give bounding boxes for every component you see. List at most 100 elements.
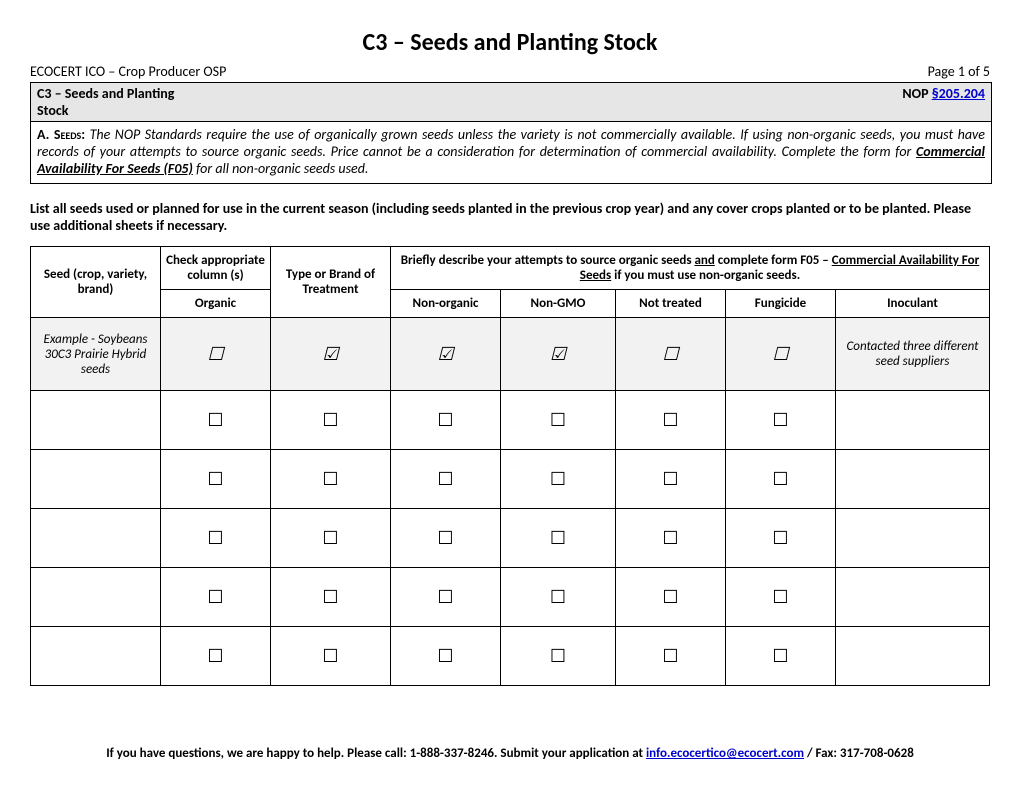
cb-cell: ☐ [161, 568, 271, 627]
cb-cell: ☐ [726, 509, 836, 568]
checkbox-icon[interactable]: ☐ [207, 646, 223, 666]
cb-cell: ☐ [271, 568, 391, 627]
cb-cell: ☐ [726, 627, 836, 686]
producer-label: ECOCERT ICO – Crop Producer OSP [30, 63, 226, 80]
seed-cell [31, 627, 161, 686]
cb-cell: ☐ [616, 391, 726, 450]
footer-email-link[interactable]: info.ecocertico@ecocert.com [646, 746, 804, 761]
sub-nottreated: Not treated [616, 290, 726, 318]
checkbox-icon[interactable]: ☐ [437, 528, 453, 548]
checkbox-icon[interactable]: ☐ [662, 587, 678, 607]
ex-cb-2: ☑ [391, 318, 501, 391]
checkbox-icon[interactable]: ☐ [550, 587, 566, 607]
cb-cell: ☐ [391, 450, 501, 509]
footer: If you have questions, we are happy to h… [30, 746, 990, 761]
desc-cell [836, 627, 990, 686]
seed-table: Seed (crop, variety, brand)Check appropr… [30, 246, 990, 686]
checkbox-icon: ☑ [322, 344, 338, 364]
checkbox-icon[interactable]: ☐ [207, 410, 223, 430]
sub-organic: Organic [161, 290, 271, 318]
ex-cb-1: ☑ [271, 318, 391, 391]
section-lead: A. Seeds: [37, 126, 85, 143]
sub-fungicide: Fungicide [726, 290, 836, 318]
table-body: Example - Soybeans 30C3 Prairie Hybrid s… [31, 318, 990, 686]
seed-cell [31, 450, 161, 509]
checkbox-icon[interactable]: ☐ [772, 646, 788, 666]
table-row: ☐ ☐ ☐ ☐ ☐ ☐ [31, 450, 990, 509]
sub-nonorganic: Non-organic [391, 290, 501, 318]
checkbox-icon[interactable]: ☐ [772, 587, 788, 607]
info-box-header: C3 – Seeds and Planting Stock NOP §205.2… [31, 83, 991, 122]
cb-cell: ☐ [391, 391, 501, 450]
cb-cell: ☐ [501, 627, 616, 686]
checkbox-icon[interactable]: ☐ [662, 528, 678, 548]
sub-inoculant: Inoculant [836, 290, 990, 318]
nop-ref: NOP §205.204 [902, 85, 985, 119]
example-seed: Example - Soybeans 30C3 Prairie Hybrid s… [31, 318, 161, 391]
checkbox-icon[interactable]: ☐ [772, 528, 788, 548]
cb-cell: ☐ [501, 450, 616, 509]
checkbox-icon[interactable]: ☐ [662, 646, 678, 666]
checkbox-icon[interactable]: ☐ [662, 410, 678, 430]
page: C3 – Seeds and Planting Stock ECOCERT IC… [0, 0, 1020, 781]
checkbox-icon: ☐ [662, 344, 678, 364]
cb-cell: ☐ [391, 509, 501, 568]
cb-cell: ☐ [501, 568, 616, 627]
checkbox-icon[interactable]: ☐ [772, 469, 788, 489]
checkbox-icon[interactable]: ☐ [322, 587, 338, 607]
checkbox-icon[interactable]: ☐ [207, 528, 223, 548]
col-describe: Briefly describe your attempts to source… [391, 247, 990, 290]
table-row: ☐ ☐ ☐ ☐ ☐ ☐ [31, 568, 990, 627]
checkbox-icon[interactable]: ☐ [437, 469, 453, 489]
checkbox-icon[interactable]: ☐ [550, 469, 566, 489]
table-head: Seed (crop, variety, brand)Check appropr… [31, 247, 990, 318]
cb-cell: ☐ [616, 627, 726, 686]
checkbox-icon[interactable]: ☐ [322, 469, 338, 489]
cb-cell: ☐ [616, 450, 726, 509]
cb-cell: ☐ [271, 450, 391, 509]
cb-cell: ☐ [726, 568, 836, 627]
nop-link[interactable]: §205.204 [932, 85, 985, 102]
desc-cell [836, 509, 990, 568]
seed-cell [31, 568, 161, 627]
checkbox-icon: ☐ [207, 344, 223, 364]
cb-cell: ☐ [271, 627, 391, 686]
col-check: Check appropriate column (s) [161, 247, 271, 290]
checkbox-icon[interactable]: ☐ [207, 469, 223, 489]
section-code: C3 – Seeds and Planting Stock [37, 85, 177, 119]
footer-t1: If you have questions, we are happy to h… [106, 746, 646, 761]
example-desc: Contacted three different seed suppliers [836, 318, 990, 391]
info-box: C3 – Seeds and Planting Stock NOP §205.2… [30, 82, 992, 184]
cb-cell: ☐ [161, 450, 271, 509]
checkbox-icon[interactable]: ☐ [207, 587, 223, 607]
col-treatment: Type or Brand of Treatment [271, 247, 391, 318]
checkbox-icon[interactable]: ☐ [550, 528, 566, 548]
checkbox-icon[interactable]: ☐ [772, 410, 788, 430]
checkbox-icon[interactable]: ☐ [662, 469, 678, 489]
checkbox-icon: ☑ [437, 344, 453, 364]
checkbox-icon[interactable]: ☐ [550, 410, 566, 430]
checkbox-icon: ☐ [772, 344, 788, 364]
checkbox-icon[interactable]: ☐ [550, 646, 566, 666]
checkbox-icon[interactable]: ☐ [437, 410, 453, 430]
checkbox-icon[interactable]: ☐ [322, 646, 338, 666]
checkbox-icon[interactable]: ☐ [437, 587, 453, 607]
cb-cell: ☐ [271, 509, 391, 568]
col-seed: Seed (crop, variety, brand) [31, 247, 161, 318]
checkbox-icon: ☑ [550, 344, 566, 364]
sub-nongmo: Non-GMO [501, 290, 616, 318]
checkbox-icon[interactable]: ☐ [437, 646, 453, 666]
checkbox-icon[interactable]: ☐ [322, 410, 338, 430]
example-row: Example - Soybeans 30C3 Prairie Hybrid s… [31, 318, 990, 391]
info-text-1: The NOP Standards require the use of org… [37, 126, 985, 160]
cb-cell: ☐ [616, 509, 726, 568]
header-row-2: Organic Non-organicNon-GMONot treatedFung… [31, 290, 990, 318]
cb-cell: ☐ [726, 391, 836, 450]
cb-cell: ☐ [391, 627, 501, 686]
nop-prefix: NOP [902, 85, 931, 102]
checkbox-icon[interactable]: ☐ [322, 528, 338, 548]
desc-cell [836, 391, 990, 450]
cb-cell: ☐ [616, 568, 726, 627]
seed-cell [31, 509, 161, 568]
cb-cell: ☐ [161, 627, 271, 686]
